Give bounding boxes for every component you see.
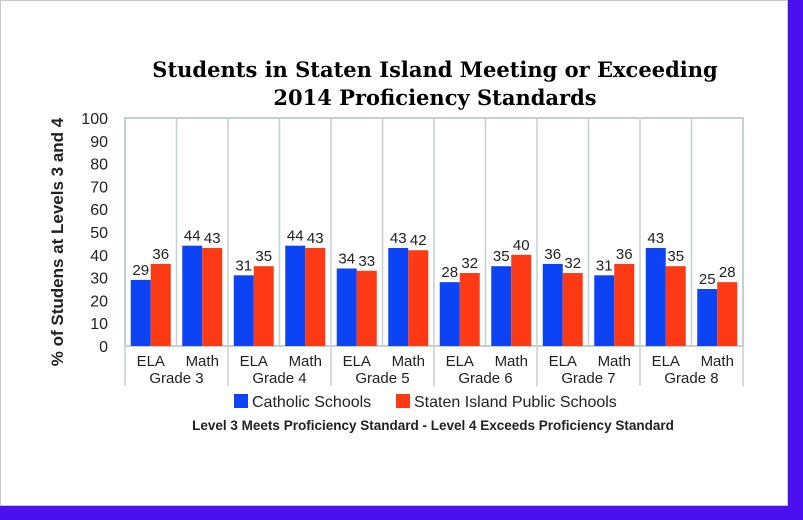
bar-public	[562, 273, 583, 346]
data-label: 34	[338, 250, 355, 267]
data-label: 33	[358, 253, 375, 270]
x-group-label: Grade 3	[149, 370, 203, 387]
data-label: 35	[493, 248, 510, 265]
x-group-label: Grade 6	[458, 370, 512, 387]
bar-catholic	[182, 245, 203, 346]
y-tick-label: 30	[90, 271, 108, 288]
bar-public	[202, 247, 223, 346]
data-label: 36	[544, 246, 561, 263]
bar-catholic	[542, 263, 563, 346]
data-label: 32	[461, 255, 478, 272]
legend-label-public: Staten Island Public Schools	[414, 394, 617, 411]
bar-public	[253, 266, 274, 346]
bar-public	[356, 270, 377, 346]
x-group-label: Grade 8	[664, 370, 718, 387]
x-category-label: ELA	[240, 353, 268, 370]
y-tick-label: 100	[81, 111, 108, 128]
x-category-label: Math	[392, 353, 425, 370]
bar-catholic	[645, 247, 666, 346]
x-category-label: ELA	[652, 353, 680, 370]
y-tick-label: 10	[90, 316, 108, 333]
x-group-label: Grade 5	[355, 370, 409, 387]
chart-title-line: 2014 Proficiency Standards	[273, 85, 596, 110]
x-category-label: ELA	[137, 353, 165, 370]
x-category-label: ELA	[549, 353, 577, 370]
y-tick-label: 60	[90, 202, 108, 219]
chart-title-line: Students in Staten Island Meeting or Exc…	[152, 57, 718, 82]
x-category-label: ELA	[446, 353, 474, 370]
y-tick-label: 70	[90, 179, 108, 196]
data-label: 42	[410, 232, 427, 249]
bar-catholic	[285, 245, 306, 346]
bar-public	[459, 273, 480, 346]
y-tick-label: 90	[90, 134, 108, 151]
bar-catholic	[491, 266, 512, 346]
data-label: 36	[152, 246, 169, 263]
x-category-label: Math	[186, 353, 219, 370]
data-label: 40	[513, 237, 530, 254]
y-tick-label: 20	[90, 293, 108, 310]
data-label: 44	[184, 228, 201, 245]
data-label: 31	[596, 257, 613, 274]
y-tick-label: 40	[90, 248, 108, 265]
data-label: 25	[699, 271, 716, 288]
data-label: 35	[667, 248, 684, 265]
bar-catholic	[130, 279, 151, 346]
data-label: 29	[132, 262, 149, 279]
legend-swatch-public	[396, 394, 410, 408]
bar-public	[717, 282, 738, 346]
bar-catholic	[336, 268, 357, 346]
bar-public	[665, 266, 686, 346]
legend-label-catholic: Catholic Schools	[252, 394, 371, 411]
x-group-label: Grade 7	[561, 370, 615, 387]
data-label: 28	[719, 264, 736, 281]
x-category-label: Math	[701, 353, 734, 370]
data-label: 43	[390, 230, 407, 247]
y-tick-label: 50	[90, 225, 108, 242]
bar-public	[511, 254, 532, 346]
legend-swatch-catholic	[234, 394, 248, 408]
bar-catholic	[594, 275, 615, 346]
data-label: 43	[307, 230, 324, 247]
x-category-label: Math	[598, 353, 631, 370]
x-category-label: Math	[495, 353, 528, 370]
data-label: 28	[441, 264, 458, 281]
bar-catholic	[697, 289, 718, 346]
data-label: 43	[647, 230, 664, 247]
data-label: 31	[235, 257, 252, 274]
bar-catholic	[439, 282, 460, 346]
bar-public	[408, 250, 429, 346]
bar-public	[614, 263, 635, 346]
x-category-label: Math	[289, 353, 322, 370]
bar-public	[150, 263, 171, 346]
bar-catholic	[388, 247, 409, 346]
data-label: 43	[204, 230, 221, 247]
x-category-label: ELA	[343, 353, 371, 370]
data-label: 44	[287, 228, 304, 245]
y-tick-label: 80	[90, 157, 108, 174]
y-axis-title: % of Studens at Levels 3 and 4	[48, 117, 67, 366]
data-label: 35	[255, 248, 272, 265]
chart-footnote: Level 3 Meets Proficiency Standard - Lev…	[192, 418, 674, 433]
data-label: 32	[564, 255, 581, 272]
bar-catholic	[233, 275, 254, 346]
data-label: 36	[616, 246, 633, 263]
x-group-label: Grade 4	[252, 370, 306, 387]
y-tick-label: 0	[99, 339, 108, 356]
bar-public	[305, 247, 326, 346]
